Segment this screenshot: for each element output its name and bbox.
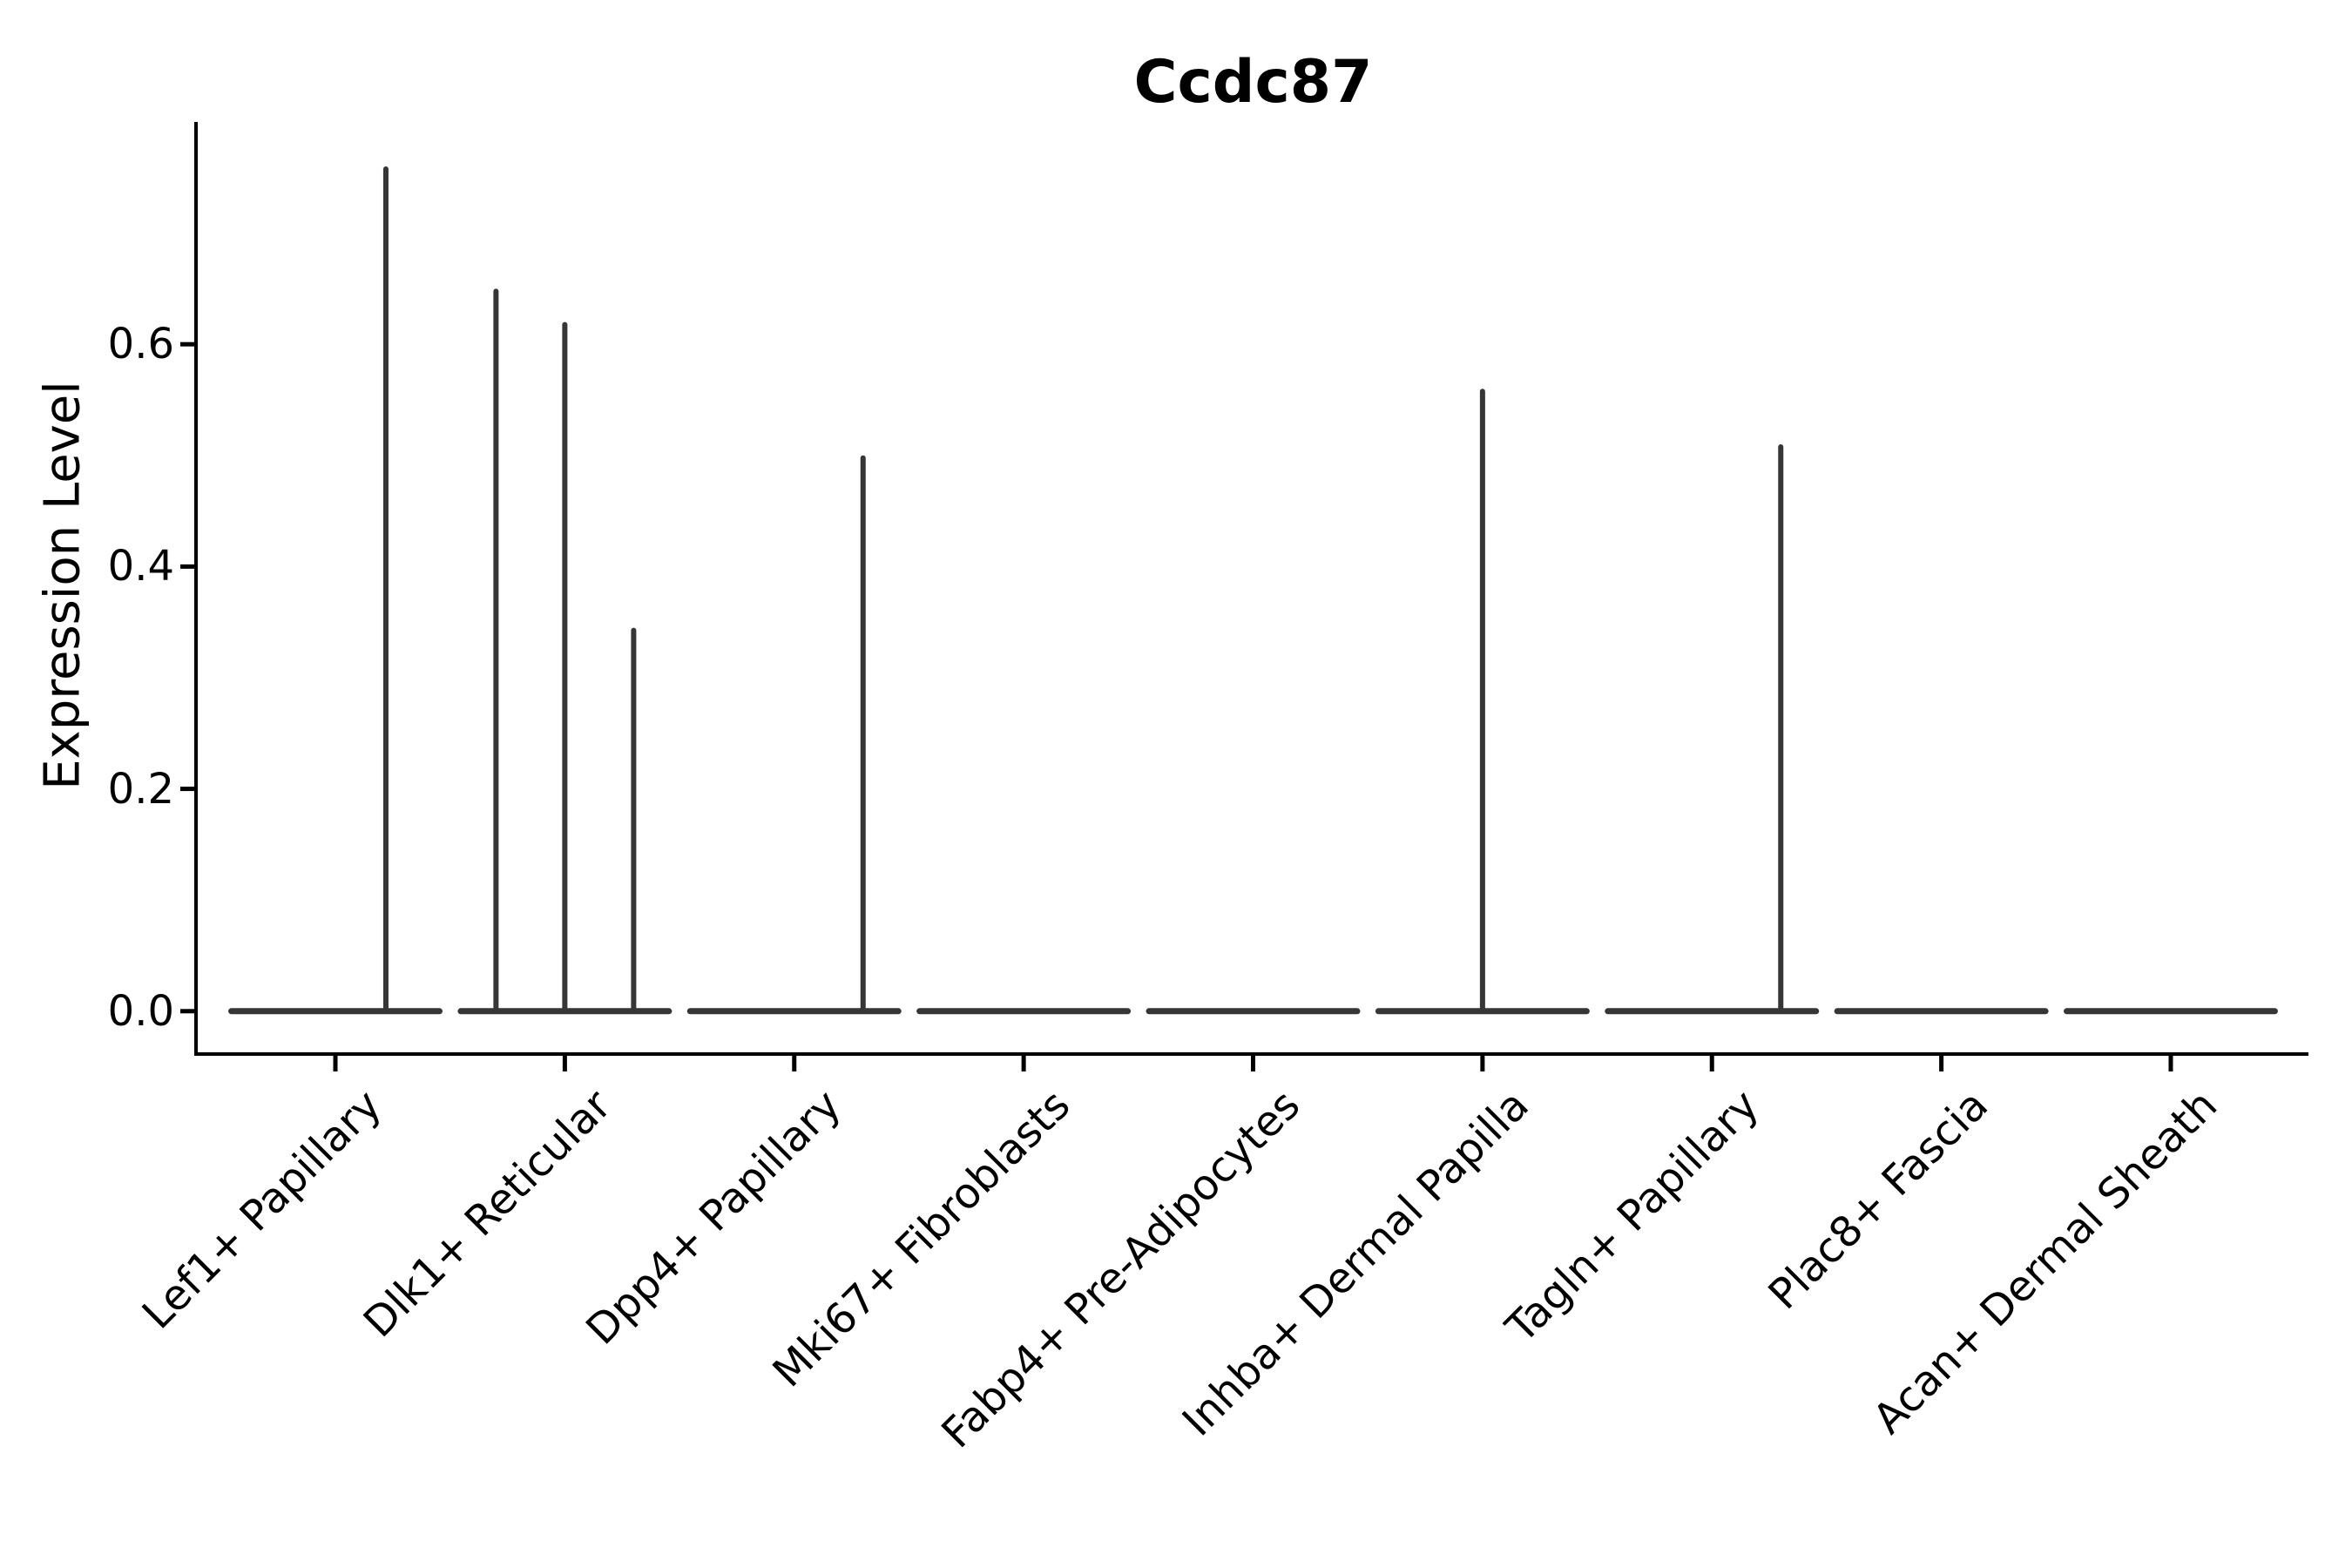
plot-title: Ccdc87 xyxy=(1133,48,1373,117)
violin-base xyxy=(1146,1008,1361,1015)
y-tick-label: 0.2 xyxy=(107,764,174,814)
y-tick-label: 0.6 xyxy=(107,320,174,369)
y-axis-spine xyxy=(194,122,198,1056)
y-tick-label: 0.4 xyxy=(107,542,174,591)
y-tick-label: 0.0 xyxy=(107,986,174,1036)
violin-base xyxy=(2063,1008,2278,1015)
violin-base xyxy=(686,1008,902,1015)
x-axis-spine xyxy=(194,1052,2308,1056)
violin-base xyxy=(916,1008,1132,1015)
violin-base xyxy=(228,1008,443,1015)
violin-base xyxy=(1605,1008,1820,1015)
violin-base xyxy=(1834,1008,2049,1015)
